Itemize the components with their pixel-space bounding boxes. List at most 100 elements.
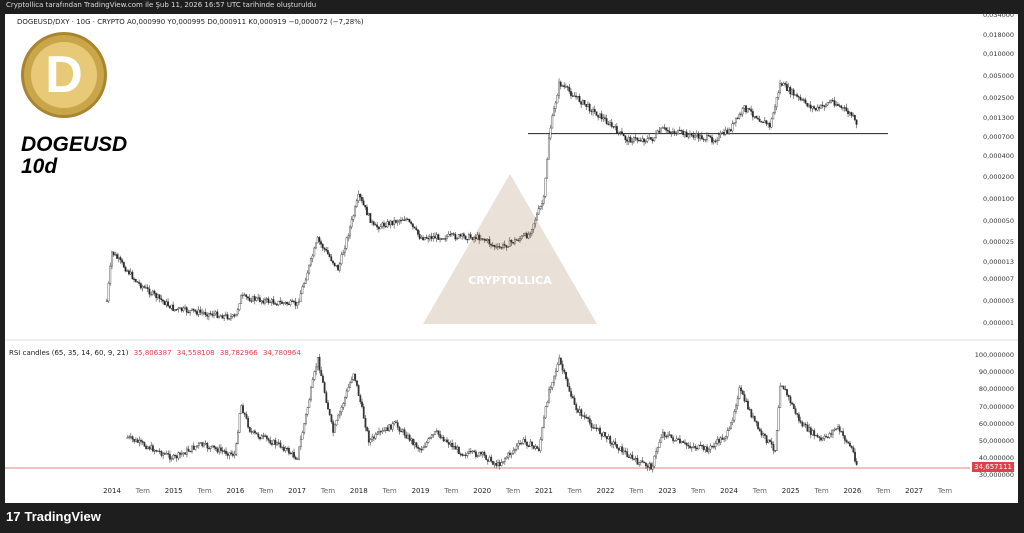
price-candle (131, 271, 134, 280)
rsi-candle (248, 426, 251, 432)
rsi-candle (854, 451, 856, 462)
price-candle (213, 313, 215, 316)
rsi-candle (745, 400, 748, 403)
rsi-candle (747, 400, 749, 410)
price-tick: 0,002500 (982, 94, 1014, 102)
rsi-candle (764, 433, 766, 436)
rsi-candle (208, 447, 210, 450)
price-candle (738, 114, 741, 119)
rsi-candle (602, 432, 605, 437)
rsi-candle (820, 437, 822, 441)
rsi-candle (203, 443, 205, 447)
price-candle (816, 106, 819, 111)
rsi-candle (288, 448, 290, 454)
rsi-candle (774, 450, 777, 452)
price-candle (111, 251, 113, 267)
price-candle (311, 255, 314, 259)
rsi-candle (624, 450, 627, 452)
rsi-candle (483, 451, 486, 456)
price-candle (712, 140, 715, 143)
rsi-candle (619, 446, 622, 451)
rsi-candle (677, 438, 680, 440)
rsi-candle (163, 453, 166, 455)
price-candle (583, 100, 586, 105)
rsi-candle (434, 431, 437, 435)
price-candle (355, 200, 358, 208)
rsi-candle (673, 440, 676, 442)
price-candle (437, 234, 440, 241)
time-tick: Tem (752, 487, 767, 495)
price-candle (381, 222, 384, 227)
price-candle (804, 99, 807, 104)
price-candle (585, 104, 588, 107)
price-candle (267, 298, 270, 303)
price-candle (811, 106, 814, 109)
price-candle (714, 140, 717, 142)
price-candle (150, 293, 152, 296)
price-candle (114, 254, 117, 256)
rsi-tick: 100,000000 (974, 351, 1014, 359)
price-candle (675, 132, 678, 135)
price-candle (221, 315, 224, 319)
rsi-candle (638, 462, 641, 465)
price-candle (194, 310, 197, 312)
rsi-candle (240, 405, 243, 414)
rsi-candle (357, 385, 360, 396)
rsi-candle (456, 446, 459, 450)
price-candle (806, 103, 809, 107)
price-candle (678, 129, 681, 132)
price-candle (685, 131, 688, 138)
rsi-candle (129, 436, 132, 438)
rsi-candle (791, 402, 794, 405)
rsi-candle (337, 414, 340, 421)
price-candle (461, 233, 464, 237)
price-candle (558, 81, 560, 96)
rsi-candle (495, 462, 498, 466)
rsi-candle (534, 446, 537, 449)
rsi-candle (631, 454, 634, 459)
price-candle (541, 203, 543, 207)
rsi-candle (599, 427, 601, 434)
rsi-candle (665, 436, 668, 438)
price-candle (853, 114, 856, 121)
price-candle (272, 299, 275, 304)
rsi-candle (381, 430, 384, 432)
price-candle (158, 294, 161, 299)
rsi-candle (770, 441, 773, 445)
price-candle (360, 197, 363, 201)
price-candle (724, 129, 727, 135)
price-tick: 0,000003 (982, 297, 1014, 305)
price-candle (401, 219, 404, 221)
rsi-candle (796, 413, 799, 415)
price-candle (597, 115, 600, 118)
price-candle (602, 117, 605, 120)
price-candle (775, 97, 778, 108)
rsi-candle (367, 430, 370, 443)
rsi-candle (143, 442, 146, 447)
rsi-candle (439, 434, 442, 439)
rsi-candle (286, 447, 289, 450)
rsi-candle (262, 435, 265, 437)
price-candle (644, 140, 647, 143)
time-tick: 2014 (103, 487, 121, 495)
rsi-candle (731, 419, 734, 423)
rsi-candle (464, 454, 467, 457)
rsi-candle (135, 439, 137, 442)
price-candle (748, 108, 751, 110)
rsi-candle (850, 445, 853, 448)
rsi-candle (656, 447, 659, 452)
price-candle (204, 312, 207, 315)
price-candle (410, 221, 413, 224)
price-candle (335, 265, 338, 267)
price-candle (330, 256, 333, 262)
price-candle (270, 299, 273, 303)
price-candle (235, 313, 237, 317)
rsi-candle (425, 442, 428, 447)
price-candle (485, 239, 487, 241)
chart-canvas[interactable] (5, 14, 1018, 503)
rsi-candle (405, 434, 408, 439)
price-candle (162, 299, 164, 302)
chart-area[interactable]: DOGEUSD/DXY · 10G · CRYPTO A0,000990 Y0,… (5, 11, 1018, 503)
price-candle (508, 240, 511, 248)
rsi-candle (223, 450, 226, 452)
